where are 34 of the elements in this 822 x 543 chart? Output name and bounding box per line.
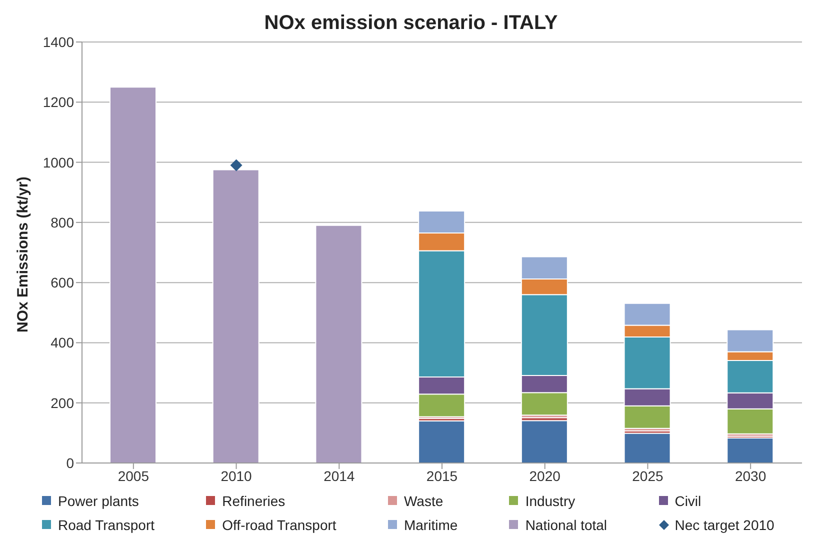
y-tick-label: 400 — [50, 334, 74, 351]
y-tick-label: 1200 — [42, 94, 74, 110]
y-tick-label: 200 — [50, 394, 74, 411]
legend-label: Industry — [525, 493, 576, 509]
legend-label: Nec target 2010 — [674, 517, 774, 533]
x-tick-label: 2020 — [529, 468, 561, 484]
x-tick-label: 2030 — [734, 468, 766, 484]
y-tick-label: 800 — [50, 214, 74, 230]
bar — [212, 169, 260, 463]
x-tick-label: 2005 — [118, 468, 150, 484]
bar — [110, 86, 156, 463]
legend-label: Power plants — [58, 493, 139, 509]
y-tick-label: 600 — [50, 274, 74, 291]
legend-label: Off-road Transport — [222, 517, 336, 533]
bar — [418, 420, 466, 463]
y-tick-label: 1400 — [42, 34, 74, 50]
legend-label: Waste — [404, 493, 444, 509]
legend-label: Civil — [674, 493, 702, 509]
chart-title: NOx emission scenario - ITALY — [263, 12, 559, 35]
legend-label: Refineries — [222, 493, 286, 509]
legend-label: Road Transport — [58, 517, 154, 533]
bar — [726, 438, 774, 463]
x-tick-label: 2015 — [426, 468, 458, 484]
x-tick-label: 2010 — [220, 468, 252, 484]
legend-label: National total — [525, 517, 608, 533]
bar — [520, 420, 568, 463]
y-axis-title: NOx Emissions (kt/yr) — [14, 176, 32, 332]
x-tick-label: 2025 — [632, 468, 664, 484]
x-tick-label: 2014 — [324, 468, 355, 484]
bar — [315, 224, 362, 463]
y-tick-label: 0 — [66, 454, 74, 471]
legend-label: Maritime — [404, 517, 458, 533]
bar — [624, 432, 671, 463]
y-tick-label: 1000 — [42, 154, 74, 170]
